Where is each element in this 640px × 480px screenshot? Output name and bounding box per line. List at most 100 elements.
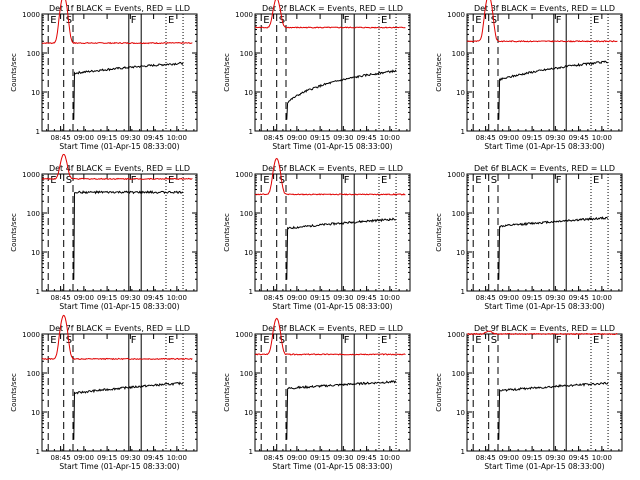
- time-marker-label: F: [344, 175, 350, 186]
- time-marker-label: E: [168, 335, 174, 346]
- x-tick-label: 09:00: [74, 454, 94, 462]
- x-tick-label: 09:30: [120, 134, 140, 142]
- panel-2: Det 2f BLACK = Events, RED = LLD 1 10 100 10…: [223, 0, 411, 151]
- y-tick-label: 10: [31, 409, 40, 417]
- x-tick-label: 09:15: [310, 294, 330, 302]
- y-tick-label: 10: [244, 89, 253, 97]
- y-tick-label: 100: [27, 50, 40, 58]
- y-tick-label: 1000: [447, 331, 465, 339]
- x-tick-label: 09:45: [569, 294, 589, 302]
- x-tick-label: 09:30: [545, 454, 565, 462]
- lld-series-line: [254, 0, 406, 29]
- plot-frame: [466, 173, 623, 292]
- x-tick-label: 09:45: [357, 294, 377, 302]
- time-marker-label: E: [475, 175, 481, 186]
- y-tick-label: 10: [31, 249, 40, 257]
- y-axis-label: Counts/sec: [10, 373, 18, 412]
- x-tick-label: 09:15: [310, 134, 330, 142]
- x-tick-label: 09:15: [522, 134, 542, 142]
- x-tick-label: 10:00: [592, 134, 612, 142]
- x-tick-label: 10:00: [592, 454, 612, 462]
- plot-frame: [254, 333, 411, 452]
- y-tick-label: 1: [36, 288, 40, 296]
- time-marker-label: E: [263, 175, 269, 186]
- x-tick-label: 09:00: [287, 454, 307, 462]
- y-tick-label: 1000: [235, 331, 253, 339]
- panel-7: Det 7f BLACK = Events, RED = LLD 1 10 100 10…: [10, 314, 198, 471]
- time-marker-label: E: [168, 15, 174, 26]
- y-tick-label: 1000: [235, 171, 253, 179]
- x-tick-label: 09:30: [545, 134, 565, 142]
- y-tick-label: 10: [456, 409, 465, 417]
- time-marker-label: E: [381, 335, 387, 346]
- time-marker-label: F: [556, 15, 562, 26]
- x-tick-label: 10:00: [380, 454, 400, 462]
- panel-6: Det 6f BLACK = Events, RED = LLD 1 10 100 10…: [435, 164, 623, 311]
- time-marker-label: F: [556, 335, 562, 346]
- x-tick-label: 09:30: [120, 294, 140, 302]
- time-marker-label: E: [50, 15, 56, 26]
- y-tick-label: 1: [461, 128, 465, 136]
- plot-frame: [466, 13, 623, 132]
- x-tick-label: 09:45: [569, 134, 589, 142]
- y-tick-label: 1000: [235, 11, 253, 19]
- lld-series-line: [41, 314, 193, 361]
- y-tick-label: 1: [36, 448, 40, 456]
- x-axis-label: Start Time (01-Apr-15 08:33:00): [484, 462, 604, 471]
- x-tick-label: 09:15: [97, 454, 117, 462]
- y-tick-label: 1: [249, 128, 253, 136]
- time-marker-label: E: [381, 15, 387, 26]
- x-tick-label: 10:00: [592, 294, 612, 302]
- x-tick-label: 09:15: [97, 134, 117, 142]
- panel-5: Det 5f BLACK = Events, RED = LLD 1 10 100 10…: [223, 157, 411, 311]
- time-marker-label: E: [593, 335, 599, 346]
- time-marker-label: S: [491, 335, 497, 346]
- time-marker-label: F: [344, 335, 350, 346]
- y-tick-label: 1: [249, 288, 253, 296]
- x-tick-label: 09:15: [97, 294, 117, 302]
- y-tick-label: 100: [452, 370, 465, 378]
- y-tick-label: 100: [452, 50, 465, 58]
- panel-title: Det 1f BLACK = Events, RED = LLD: [49, 4, 190, 13]
- y-tick-label: 1: [36, 128, 40, 136]
- x-tick-label: 09:45: [569, 454, 589, 462]
- y-tick-label: 1000: [447, 11, 465, 19]
- x-tick-label: 09:15: [310, 454, 330, 462]
- plot-frame: [41, 333, 198, 452]
- x-axis-label: Start Time (01-Apr-15 08:33:00): [484, 302, 604, 311]
- time-marker-label: F: [556, 175, 562, 186]
- x-tick-label: 09:00: [499, 134, 519, 142]
- panel-title: Det 6f BLACK = Events, RED = LLD: [474, 164, 615, 173]
- time-marker-label: E: [593, 15, 599, 26]
- lld-series-line: [466, 0, 618, 43]
- time-marker-label: F: [131, 335, 137, 346]
- x-tick-label: 08:45: [476, 134, 496, 142]
- time-marker-label: S: [491, 175, 497, 186]
- x-tick-label: 09:30: [333, 294, 353, 302]
- time-marker-label: E: [381, 175, 387, 186]
- panel-4: Det 4f BLACK = Events, RED = LLD 1 10 100 10…: [10, 153, 198, 311]
- x-axis-label: Start Time (01-Apr-15 08:33:00): [59, 302, 179, 311]
- time-marker-label: E: [263, 15, 269, 26]
- x-tick-label: 09:00: [499, 294, 519, 302]
- x-tick-label: 09:45: [144, 294, 164, 302]
- time-marker-label: F: [131, 15, 137, 26]
- x-tick-label: 08:45: [51, 454, 71, 462]
- events-series-line: [73, 381, 184, 440]
- x-tick-label: 10:00: [380, 134, 400, 142]
- events-series-line: [286, 217, 397, 280]
- panel-title: Det 8f BLACK = Events, RED = LLD: [262, 324, 403, 333]
- y-tick-label: 100: [240, 210, 253, 218]
- time-marker-label: F: [344, 15, 350, 26]
- y-axis-label: Counts/sec: [223, 213, 231, 252]
- y-tick-label: 1: [249, 448, 253, 456]
- y-tick-label: 100: [240, 50, 253, 58]
- plot-frame: [254, 173, 411, 292]
- panel-title: Det 3f BLACK = Events, RED = LLD: [474, 4, 615, 13]
- y-axis-label: Counts/sec: [435, 53, 443, 92]
- panel-title: Det 7f BLACK = Events, RED = LLD: [49, 324, 190, 333]
- x-tick-label: 10:00: [167, 454, 187, 462]
- y-tick-label: 10: [244, 409, 253, 417]
- x-tick-label: 09:00: [287, 294, 307, 302]
- time-marker-label: E: [475, 335, 481, 346]
